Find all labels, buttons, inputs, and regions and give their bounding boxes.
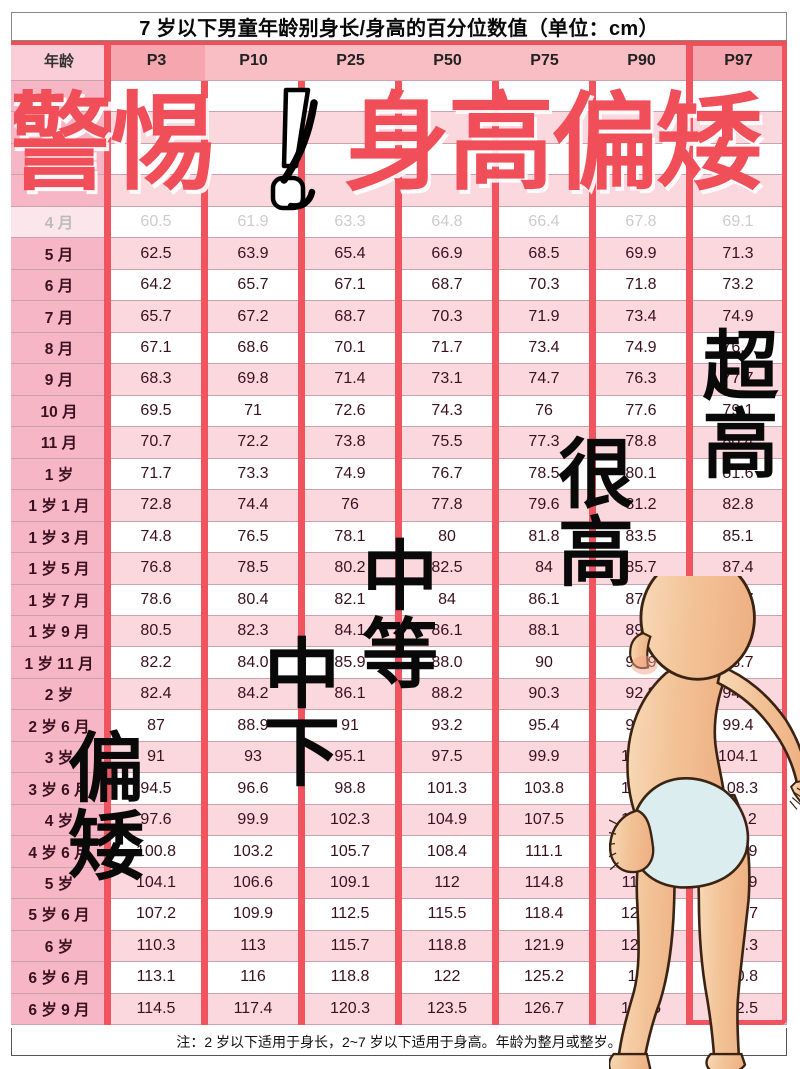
svg-text:身高偏矮: 身高偏矮	[344, 85, 762, 203]
svg-text:警惕: 警惕	[14, 85, 214, 203]
